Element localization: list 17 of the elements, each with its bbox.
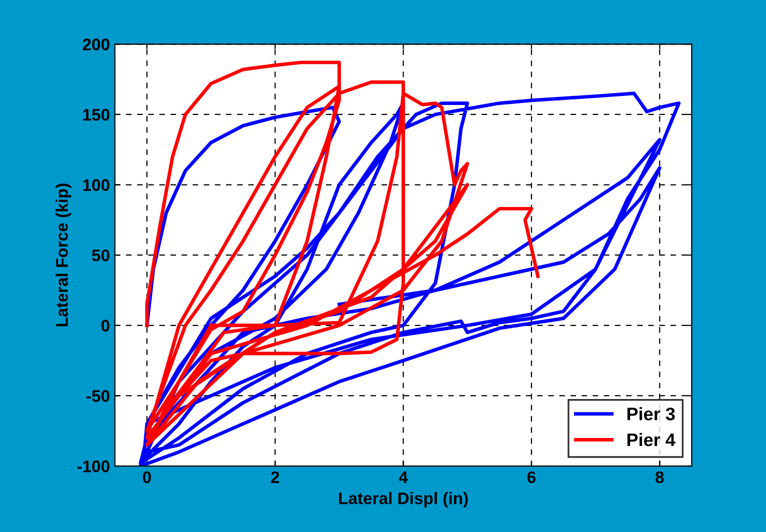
y-tick-label: -50 (86, 390, 110, 402)
y-tick-label: 150 (83, 108, 110, 121)
y-tick-label: 200 (82, 38, 110, 50)
legend-label: Pier 4 (627, 432, 676, 446)
x-tick-label: 8 (656, 471, 664, 484)
legend-label: Pier 3 (627, 407, 675, 420)
y-tick-label: 0 (101, 320, 110, 332)
x-tick-label: 0 (142, 471, 151, 484)
y-tick-label: -100 (77, 460, 110, 472)
y-axis-title: Lateral Force (kip) (56, 184, 72, 326)
x-axis-title: Lateral Displ (in) (339, 492, 468, 508)
y-tick-label: 50 (92, 249, 110, 262)
y-tick-label: 100 (83, 179, 110, 191)
x-tick-label: 2 (271, 471, 280, 483)
x-tick-label: 4 (398, 472, 408, 483)
line-series (145, 60, 540, 447)
x-tick-label: 6 (527, 471, 536, 484)
